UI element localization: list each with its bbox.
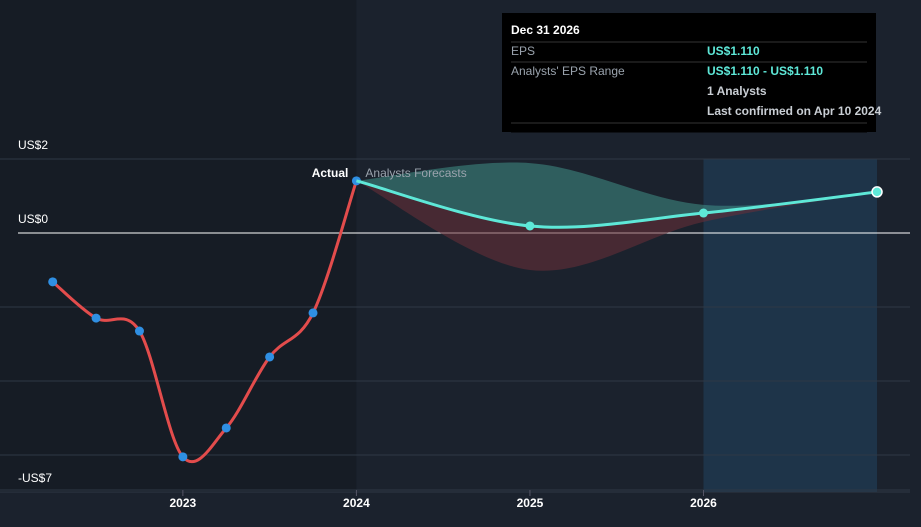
tooltip-value: 1 Analysts	[707, 84, 767, 98]
tooltip-value: US$1.110	[707, 44, 760, 58]
tooltip	[502, 13, 876, 132]
tooltip-label: EPS	[511, 44, 535, 58]
range-high	[356, 162, 878, 228]
actual-region	[0, 0, 357, 492]
tooltip-label: Analysts' EPS Range	[511, 64, 625, 78]
x-tick-label: 2025	[517, 496, 544, 510]
tooltip-value: Last confirmed on Apr 10 2024	[707, 104, 882, 118]
series-line	[356, 179, 878, 229]
y-tick-label: US$2	[18, 138, 48, 152]
tooltip-value: US$1.110 - US$1.110	[707, 64, 823, 78]
x-tick-label: 2023	[170, 496, 197, 510]
data-point	[178, 452, 188, 462]
data-point	[48, 277, 58, 287]
x-tick-label: 2026	[690, 496, 717, 510]
legend-label: Actual	[312, 166, 349, 180]
data-point	[265, 352, 275, 362]
tooltip-date: Dec 31 2026	[511, 23, 580, 37]
data-point	[525, 221, 535, 231]
data-point	[134, 326, 144, 336]
data-point	[91, 313, 101, 323]
y-tick-label: US$0	[18, 212, 48, 226]
data-point	[871, 186, 883, 198]
data-point	[221, 423, 231, 433]
data-point	[308, 308, 318, 318]
range-low	[356, 180, 878, 271]
y-tick-label: -US$7	[18, 471, 52, 485]
x-tick-label: 2024	[343, 496, 370, 510]
data-point	[698, 208, 708, 218]
legend-label: Analysts Forecasts	[365, 166, 466, 180]
